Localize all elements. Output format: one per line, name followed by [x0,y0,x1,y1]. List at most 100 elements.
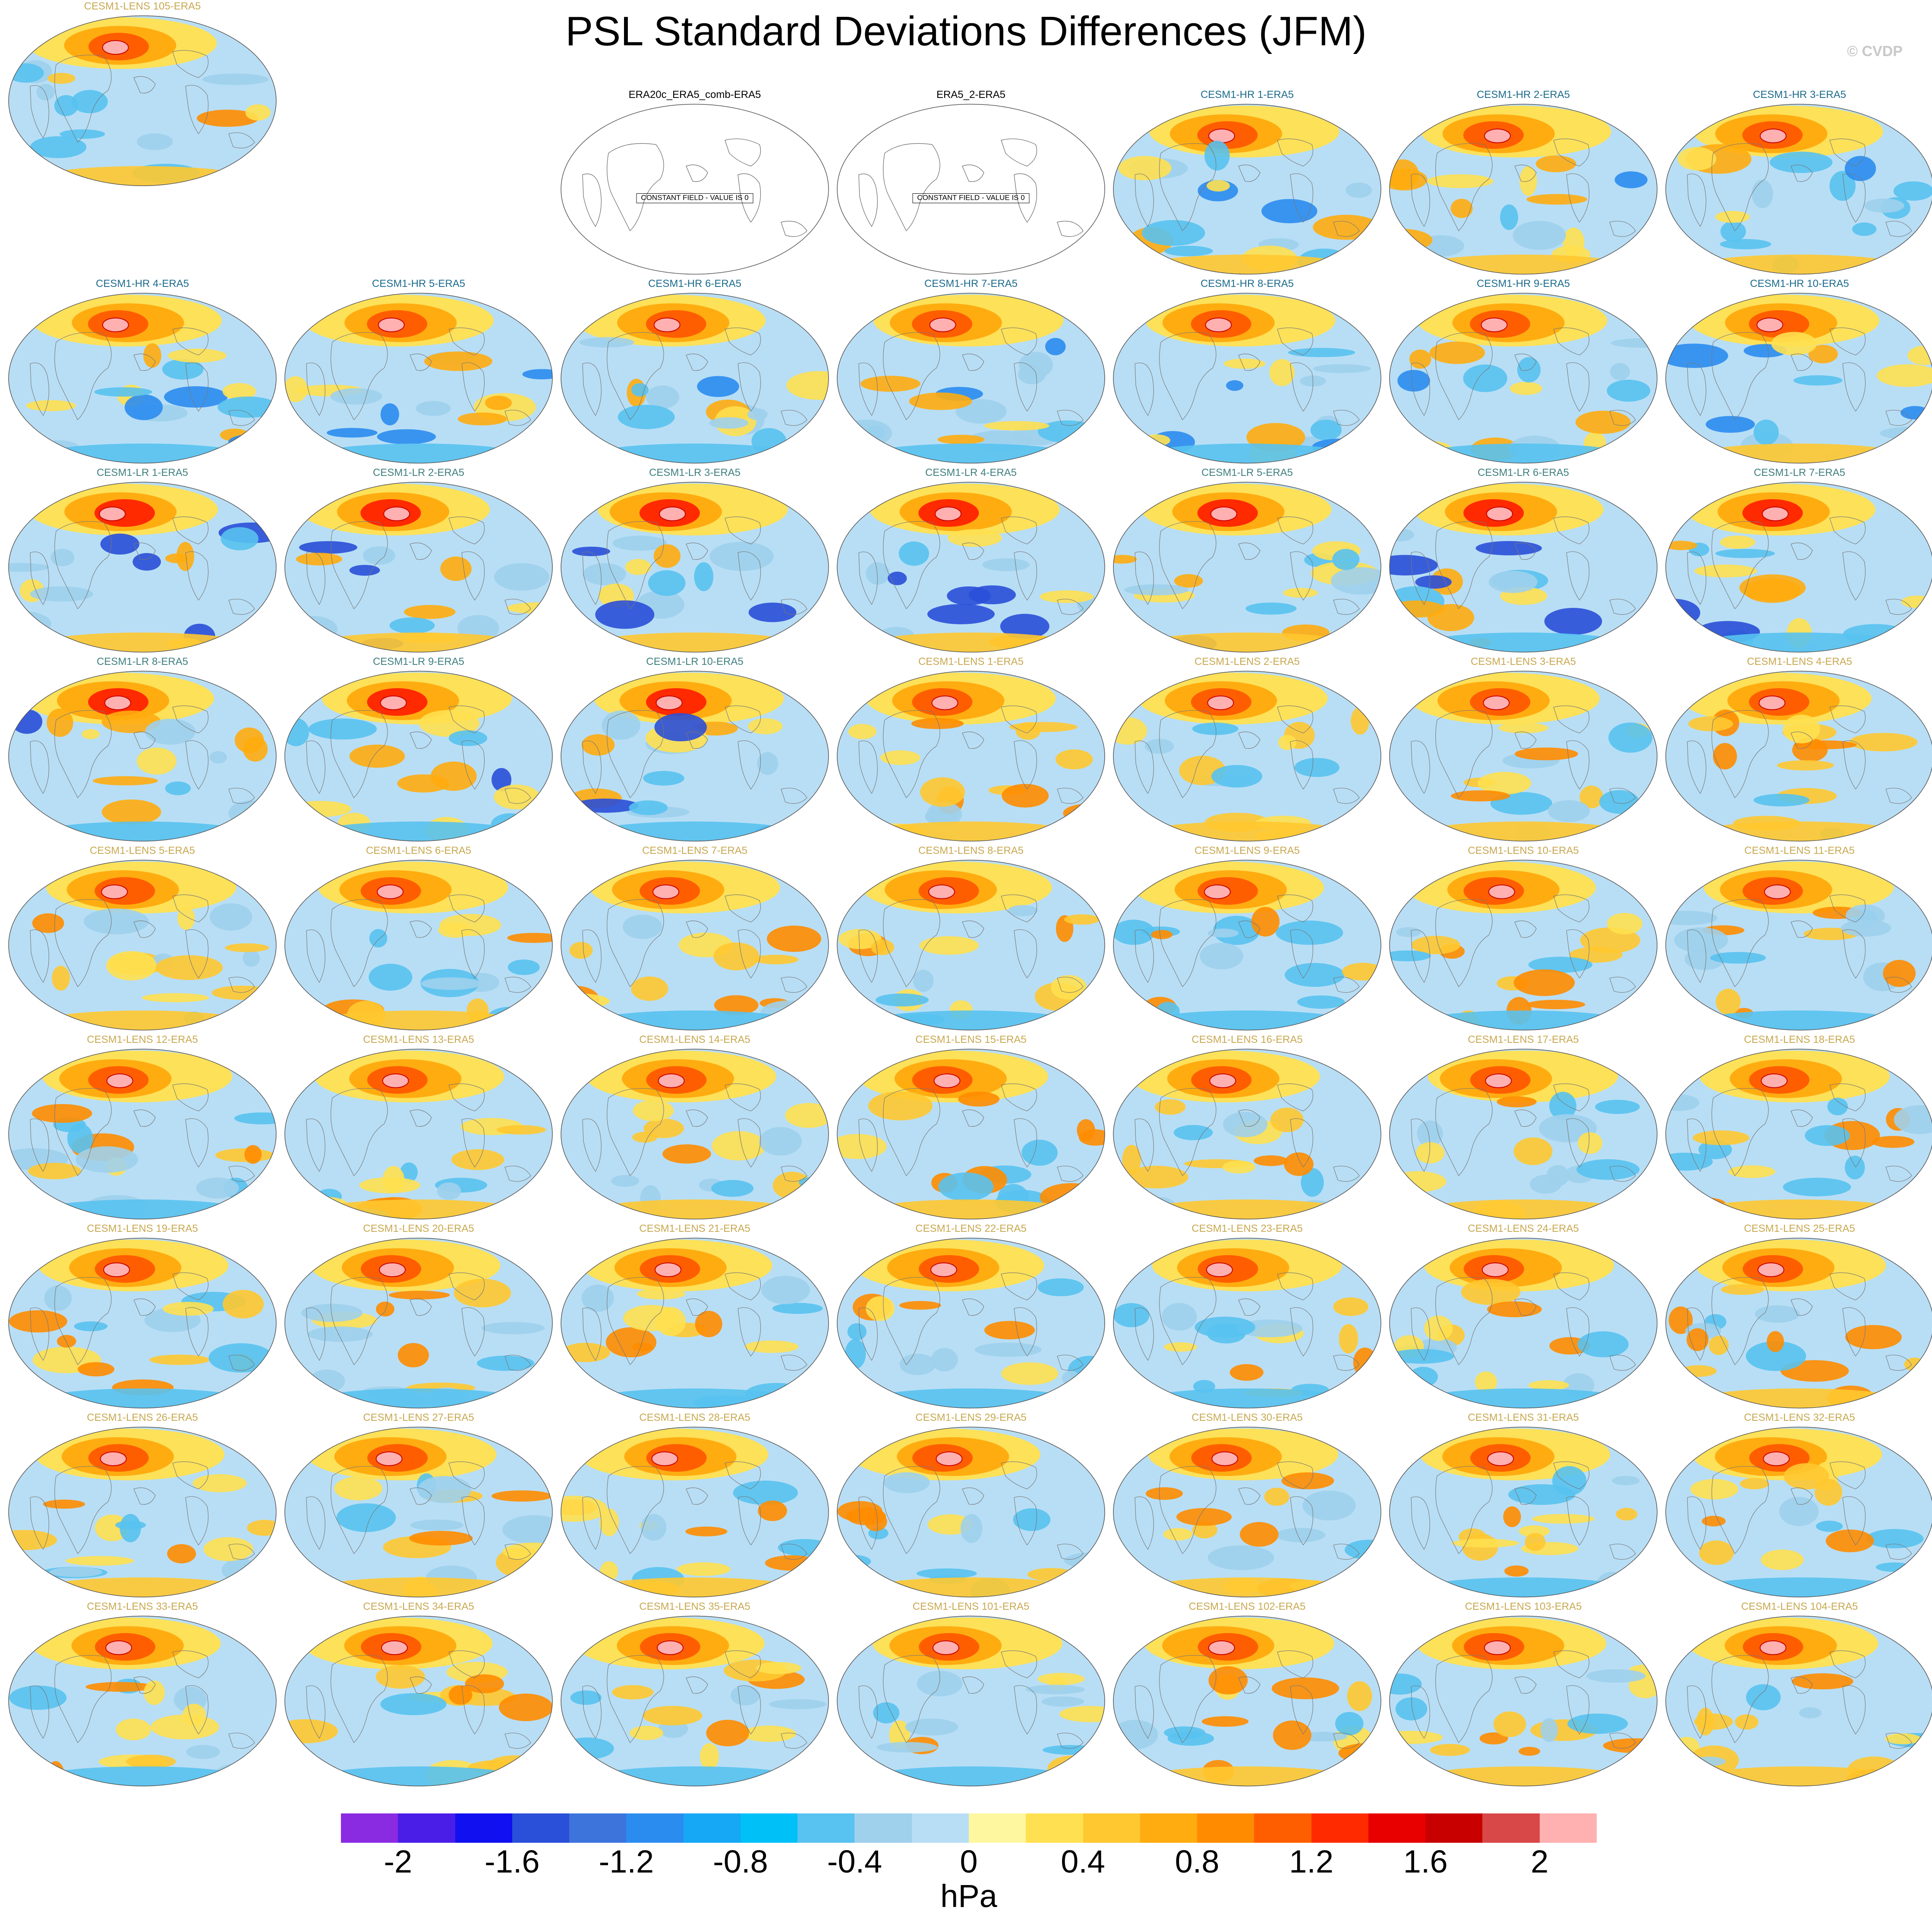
map-panel-title: CESM1-LR 1-ERA5 [96,467,189,478]
colorbar-box [1539,1813,1597,1843]
map-globe [837,1048,1105,1220]
map-panel: CESM1-LR 10-ERA5 [557,655,833,844]
map-panel: CESM1-HR 1-ERA5 [1109,88,1385,277]
map-panel-title: CESM1-LENS 7-ERA5 [642,845,748,856]
map-globe [561,1426,829,1598]
map-panel: CESM1-HR 4-ERA5 [4,277,281,466]
colorbar-box [455,1813,513,1843]
map-globe [561,1048,829,1220]
map-globe [837,1426,1105,1598]
map-panel-title: CESM1-LENS 104-ERA5 [1741,1601,1858,1612]
map-globe [561,670,829,842]
map-globe [1113,859,1381,1031]
map-panel-title: CESM1-LENS 4-ERA5 [1746,656,1853,667]
map-globe [561,1615,829,1787]
map-panel: CESM1-LR 3-ERA5 [557,466,833,655]
map-globe [561,859,829,1031]
map-globe [1389,1048,1658,1220]
map-globe [284,670,553,842]
colorbar-tick-label: -0.4 [827,1844,882,1879]
map-globe [1665,104,1932,275]
map-panel-title: CESM1-LR 3-ERA5 [649,467,741,478]
map-panel-title: CESM1-HR 8-ERA5 [1200,278,1294,290]
map-panel: CESM1-LENS 28-ERA5 [557,1411,833,1600]
map-globe [837,1237,1105,1409]
map-globe [1113,1615,1381,1787]
map-globe [8,1615,277,1787]
map-panel: CESM1-LENS 30-ERA5 [1109,1411,1385,1600]
map-panel-title: CESM1-LENS 22-ERA5 [915,1223,1027,1234]
colorbar-tick-label: 0.8 [1175,1844,1220,1879]
map-globe: CONSTANT FIELD - VALUE IS 0 [561,104,829,275]
map-globe [284,1237,553,1409]
map-panel-title: CESM1-LENS 5-ERA5 [89,845,195,856]
map-globe [561,482,829,653]
map-panel-title: CESM1-LR 4-ERA5 [925,467,1017,478]
map-panel-title: CESM1-LENS 31-ERA5 [1468,1412,1579,1423]
map-panel-title: CESM1-LENS 2-ERA5 [1194,656,1300,667]
map-panel-title: CESM1-LENS 105-ERA5 [84,0,201,12]
colorbar-box [1026,1813,1084,1843]
map-panel-title: CESM1-HR 6-ERA5 [648,278,742,290]
map-panel-title: CESM1-LENS 6-ERA5 [366,845,472,856]
colorbar-box [1254,1813,1312,1843]
map-panel: CESM1-LENS 23-ERA5 [1109,1222,1385,1411]
map-panel: CESM1-LENS 24-ERA5 [1385,1222,1661,1411]
map-panel-title: CESM1-LENS 33-ERA5 [87,1601,198,1612]
colorbar [341,1813,1597,1843]
map-panel: CESM1-LENS 6-ERA5 [281,844,557,1033]
map-panel: CESM1-LENS 33-ERA5 [4,1600,281,1789]
map-panel: CESM1-LENS 22-ERA5 [833,1222,1109,1411]
colorbar-box [398,1813,456,1843]
map-panel: CESM1-LENS 27-ERA5 [281,1411,557,1600]
map-panel: CESM1-LR 2-ERA5 [281,466,557,655]
map-panel: CESM1-HR 9-ERA5 [1385,277,1661,466]
map-globe [284,1615,553,1787]
map-globe [1113,1048,1381,1220]
map-globe [1389,859,1658,1031]
map-panel: CESM1-LENS 101-ERA5 [833,1600,1109,1789]
map-globe [1113,482,1381,653]
map-panel-title: ERA5_2-ERA5 [936,89,1006,101]
map-panel-title: CESM1-HR 4-ERA5 [95,278,189,290]
map-globe [1389,482,1658,653]
map-globe [1389,1615,1658,1787]
colorbar-tick-label: 1.2 [1289,1844,1334,1879]
colorbar-tick-label: 1.6 [1403,1844,1448,1879]
map-panel: CESM1-LENS 10-ERA5 [1385,844,1661,1033]
map-panel: CESM1-HR 3-ERA5 [1661,88,1932,277]
colorbar-tick-label: 0.4 [1061,1844,1105,1879]
map-panel: CESM1-LENS 7-ERA5 [557,844,833,1033]
map-globe [8,1237,277,1409]
map-panel-title: CESM1-LENS 27-ERA5 [363,1412,474,1423]
map-panel-title: CESM1-LR 6-ERA5 [1477,467,1570,478]
colorbar-box [1197,1813,1254,1843]
map-globe [8,859,277,1031]
map-panel: CESM1-LENS 9-ERA5 [1109,844,1385,1033]
map-panel-grid: ERA20c_ERA5_comb-ERA5 CONSTANT FIELD - VA… [4,0,1932,1789]
map-panel-title: CESM1-LENS 16-ERA5 [1191,1034,1303,1045]
colorbar-box [569,1813,627,1843]
map-panel: CESM1-HR 10-ERA5 [1661,277,1932,466]
map-panel: CESM1-LENS 18-ERA5 [1661,1033,1932,1222]
colorbar-box [512,1813,570,1843]
map-globe [837,482,1105,653]
map-globe [1389,104,1658,275]
map-panel-title: CESM1-LR 9-ERA5 [372,656,465,667]
map-panel-title: CESM1-HR 7-ERA5 [924,278,1018,290]
map-globe [1113,293,1381,464]
map-panel: CESM1-LENS 12-ERA5 [4,1033,281,1222]
map-panel: CESM1-HR 7-ERA5 [833,277,1109,466]
map-globe [1665,1426,1932,1598]
map-panel-title: CESM1-LENS 8-ERA5 [918,845,1024,856]
map-globe [837,859,1105,1031]
map-panel-title: CESM1-LR 2-ERA5 [372,467,465,478]
map-panel-title: CESM1-LR 10-ERA5 [646,656,744,667]
colorbar-box [969,1813,1026,1843]
map-panel: CESM1-LENS 104-ERA5 [1661,1600,1932,1789]
map-panel: CESM1-LENS 5-ERA5 [4,844,281,1033]
map-panel-title: CESM1-LENS 26-ERA5 [87,1412,198,1423]
map-globe [1665,293,1932,464]
map-panel-title: CESM1-LENS 15-ERA5 [915,1034,1027,1045]
map-panel: CESM1-LENS 16-ERA5 [1109,1033,1385,1222]
